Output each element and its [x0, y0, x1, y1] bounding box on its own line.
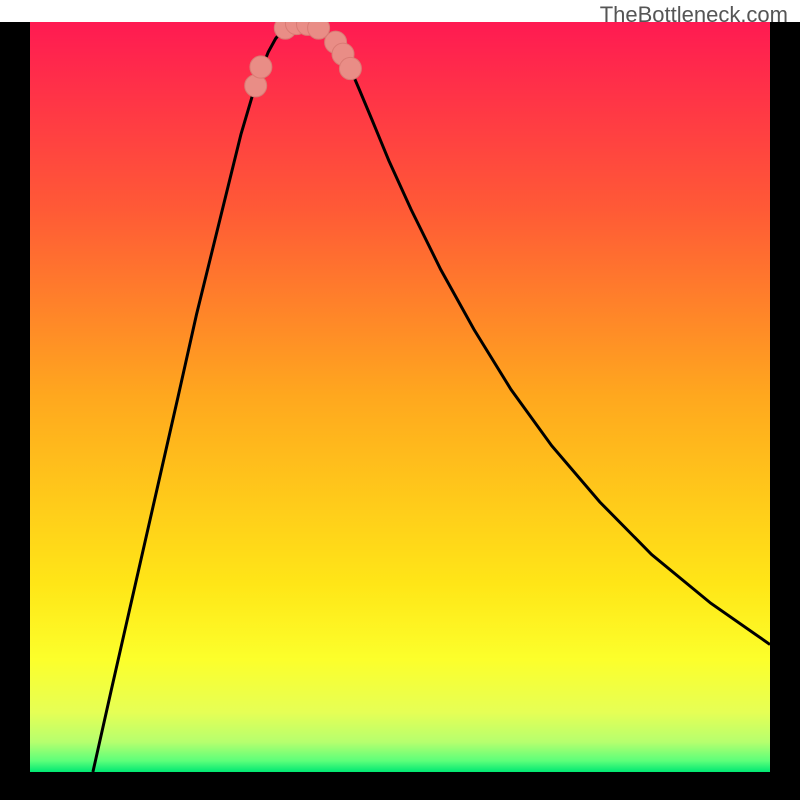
curve-svg: [30, 22, 770, 772]
marker-dots: [245, 22, 362, 97]
bottleneck-curve: [93, 23, 770, 772]
watermark-text: TheBottleneck.com: [600, 2, 788, 28]
chart-frame: [0, 22, 800, 800]
plot-area: [30, 22, 770, 772]
chart-root: { "canvas": { "width": 800, "height": 80…: [0, 0, 800, 800]
marker-dot: [250, 56, 272, 78]
marker-dot: [339, 57, 361, 79]
